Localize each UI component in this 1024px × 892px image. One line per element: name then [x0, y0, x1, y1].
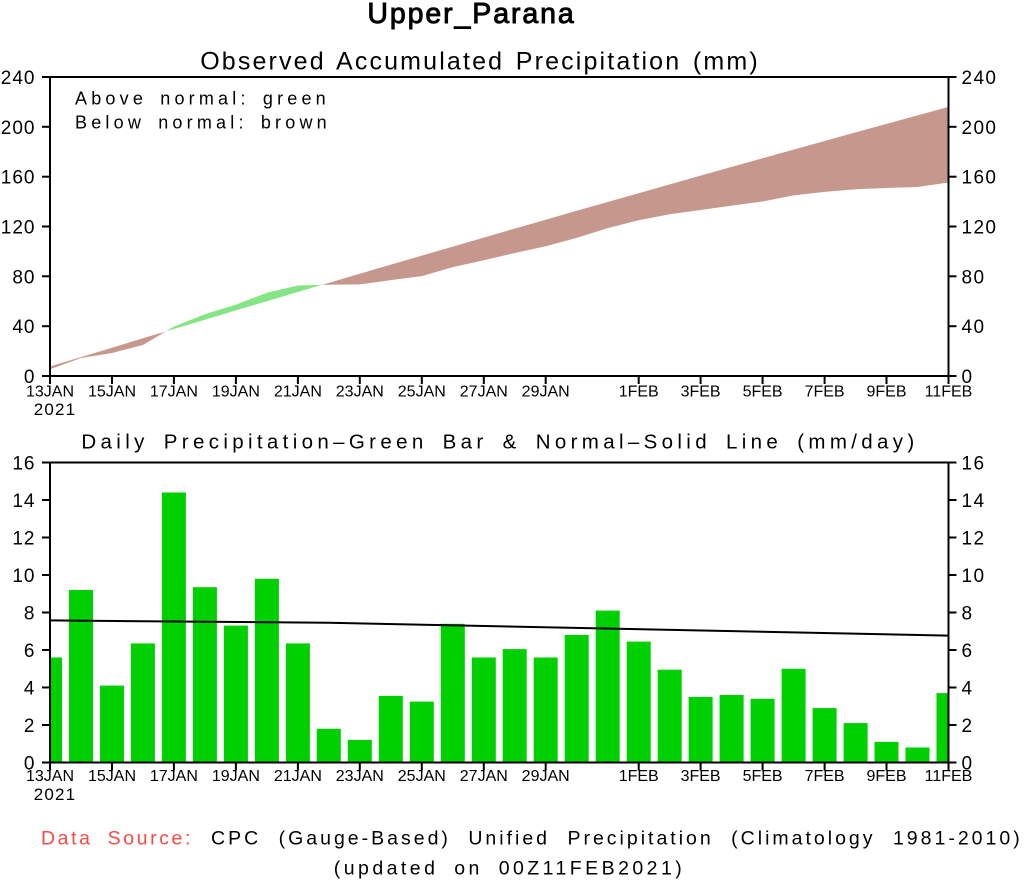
svg-text:9FEB: 9FEB — [866, 768, 906, 785]
svg-text:6: 6 — [962, 641, 974, 662]
svg-text:11FEB: 11FEB — [925, 768, 973, 785]
svg-text:17JAN: 17JAN — [150, 384, 198, 401]
svg-text:160: 160 — [962, 168, 998, 189]
svg-text:2021: 2021 — [34, 785, 77, 804]
svg-text:4: 4 — [962, 679, 974, 700]
svg-text:(updated on 00Z11FEB2021): (updated on 00Z11FEB2021) — [334, 858, 685, 880]
svg-text:80: 80 — [12, 267, 35, 288]
svg-text:0: 0 — [962, 367, 974, 388]
svg-text:160: 160 — [1, 168, 36, 189]
svg-text:21JAN: 21JAN — [274, 384, 322, 401]
svg-text:0: 0 — [24, 367, 36, 388]
svg-text:0: 0 — [24, 754, 36, 775]
svg-text:1FEB: 1FEB — [619, 384, 659, 401]
svg-text:80: 80 — [962, 267, 986, 288]
svg-text:29JAN: 29JAN — [522, 768, 570, 785]
svg-text:5FEB: 5FEB — [743, 768, 783, 785]
svg-text:7FEB: 7FEB — [805, 384, 845, 401]
svg-text:9FEB: 9FEB — [866, 384, 906, 401]
svg-text:CPC (Gauge-Based) Unified Prec: CPC (Gauge-Based) Unified Precipitation … — [211, 828, 1023, 850]
svg-text:6: 6 — [24, 641, 36, 662]
svg-text:40: 40 — [962, 317, 986, 338]
svg-text:27JAN: 27JAN — [460, 384, 508, 401]
svg-text:21JAN: 21JAN — [274, 768, 322, 785]
svg-text:10: 10 — [962, 566, 986, 587]
svg-text:12: 12 — [962, 529, 986, 550]
svg-text:3FEB: 3FEB — [681, 384, 721, 401]
svg-text:4: 4 — [24, 679, 36, 700]
svg-text:23JAN: 23JAN — [336, 384, 384, 401]
svg-text:16: 16 — [962, 454, 986, 475]
svg-text:15JAN: 15JAN — [88, 768, 136, 785]
svg-text:Observed Accumulated Precipita: Observed Accumulated Precipitation (mm) — [200, 48, 760, 76]
svg-text:25JAN: 25JAN — [398, 384, 446, 401]
svg-text:1FEB: 1FEB — [619, 768, 659, 785]
svg-text:15JAN: 15JAN — [88, 384, 136, 401]
svg-text:19JAN: 19JAN — [212, 384, 260, 401]
svg-text:11FEB: 11FEB — [925, 384, 973, 401]
svg-text:2: 2 — [962, 716, 974, 737]
svg-text:Above normal: green: Above normal: green — [75, 89, 330, 109]
svg-text:5FEB: 5FEB — [743, 384, 783, 401]
svg-text:200: 200 — [962, 118, 998, 139]
svg-text:40: 40 — [12, 317, 35, 338]
svg-text:7FEB: 7FEB — [805, 768, 845, 785]
svg-text:19JAN: 19JAN — [212, 768, 260, 785]
svg-text:2021: 2021 — [34, 400, 77, 419]
svg-text:120: 120 — [1, 218, 36, 239]
svg-text:23JAN: 23JAN — [336, 768, 384, 785]
svg-text:200: 200 — [1, 118, 36, 139]
svg-text:Below normal: brown: Below normal: brown — [75, 113, 331, 133]
svg-text:Upper_Parana: Upper_Parana — [367, 0, 575, 30]
svg-text:17JAN: 17JAN — [150, 768, 198, 785]
svg-text:0: 0 — [962, 754, 974, 775]
svg-text:14: 14 — [962, 491, 986, 512]
svg-text:25JAN: 25JAN — [398, 768, 446, 785]
svg-text:8: 8 — [962, 604, 974, 625]
svg-text:16: 16 — [12, 454, 35, 475]
svg-text:120: 120 — [962, 218, 998, 239]
svg-text:13JAN: 13JAN — [26, 384, 74, 401]
svg-text:14: 14 — [12, 491, 35, 512]
svg-text:13JAN: 13JAN — [26, 768, 74, 785]
svg-text:Data Source:: Data Source: — [41, 828, 193, 850]
svg-text:Daily Precipitation–Green Bar: Daily Precipitation–Green Bar & Normal–S… — [81, 431, 918, 454]
svg-text:12: 12 — [12, 529, 35, 550]
svg-text:2: 2 — [24, 716, 36, 737]
svg-text:29JAN: 29JAN — [522, 384, 570, 401]
svg-text:27JAN: 27JAN — [460, 768, 508, 785]
svg-text:3FEB: 3FEB — [681, 768, 721, 785]
svg-text:8: 8 — [24, 604, 36, 625]
svg-text:10: 10 — [12, 566, 35, 587]
svg-text:240: 240 — [962, 68, 998, 89]
svg-text:240: 240 — [1, 68, 36, 89]
